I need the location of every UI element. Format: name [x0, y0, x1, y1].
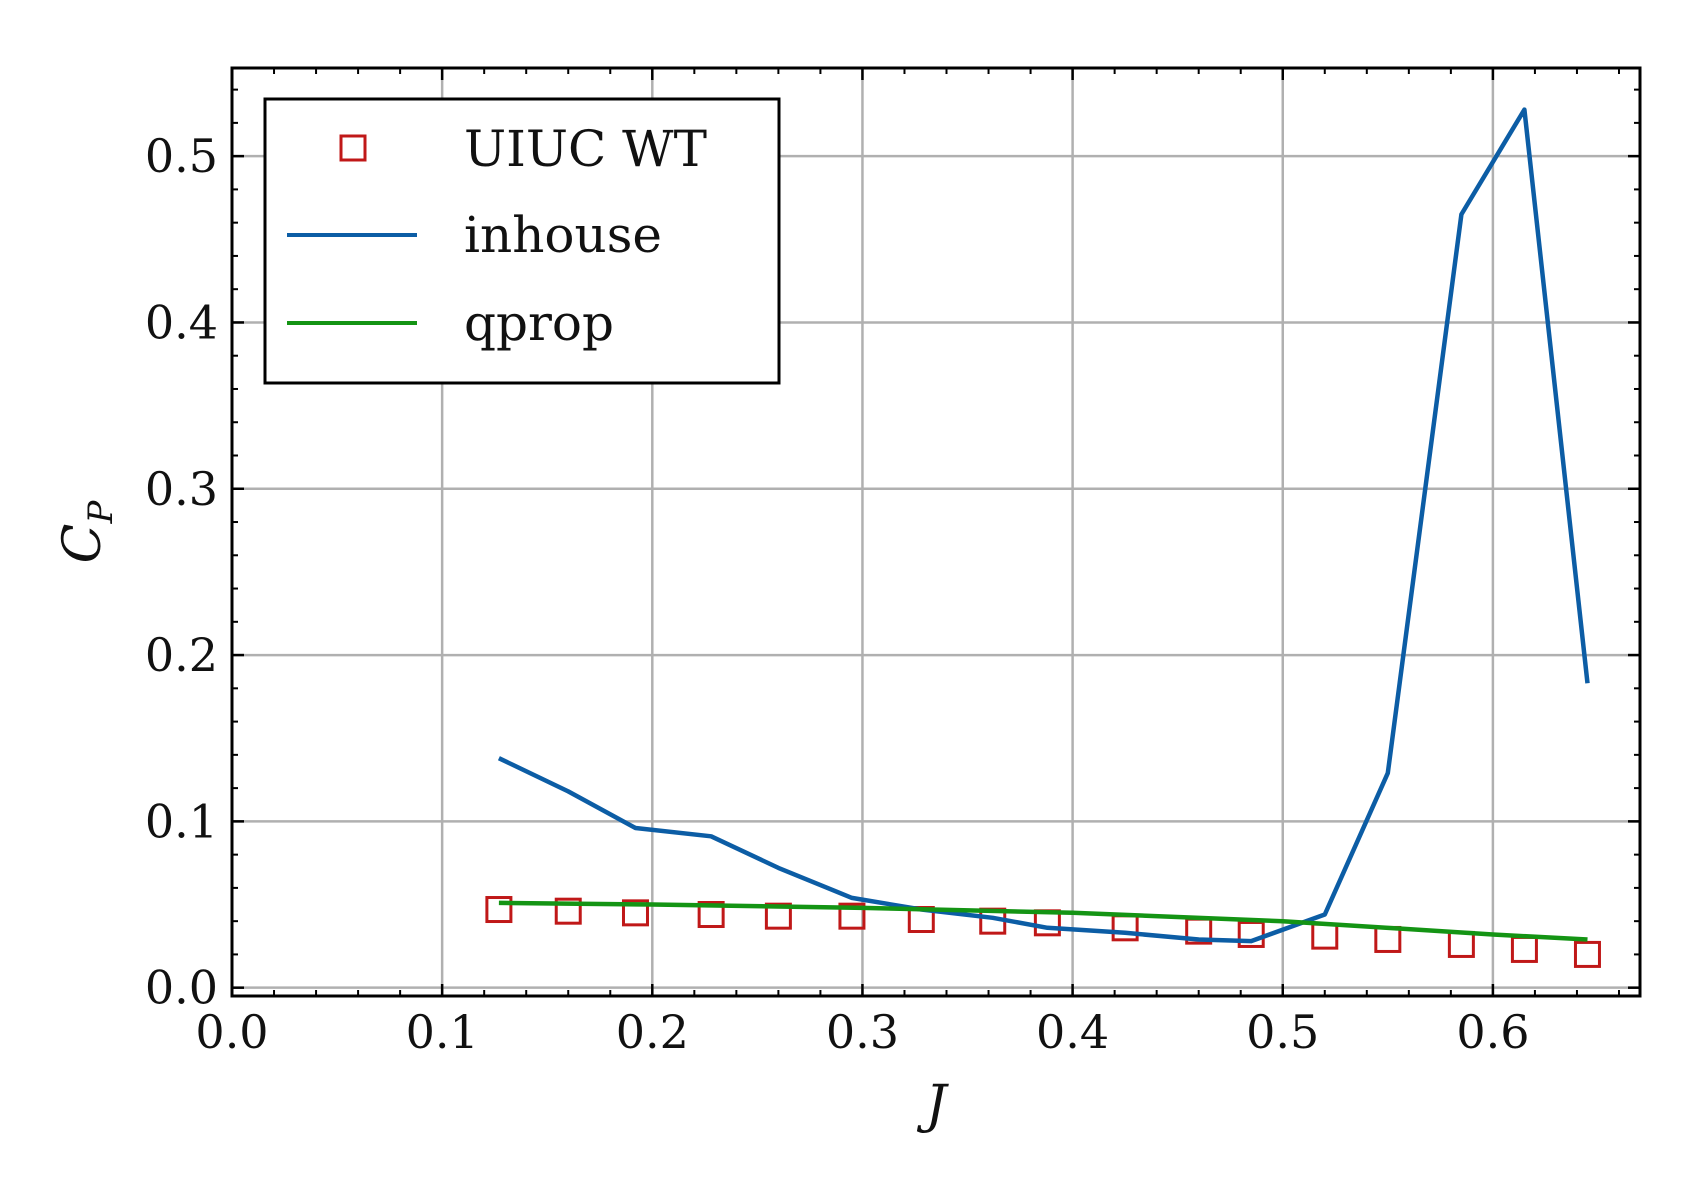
series-line-inhouse — [497, 107, 1590, 944]
marker-uiuc-wt — [1311, 922, 1339, 950]
y-tick-label: 0.3 — [145, 462, 218, 516]
x-tick-label: 0.5 — [1246, 1005, 1319, 1059]
y-axis-label-subscript: P — [81, 500, 121, 525]
marker-uiuc-wt — [1111, 914, 1139, 942]
y-tick-label: 0.2 — [145, 628, 218, 682]
marker-uiuc-wt — [764, 902, 792, 930]
marker-uiuc-wt — [697, 901, 725, 929]
marker-uiuc-wt — [1374, 925, 1402, 953]
legend-marker-uiuc-wt — [339, 134, 367, 162]
axis-ticks — [230, 68, 1640, 996]
x-tick-label: 0.4 — [1036, 1005, 1109, 1059]
tick-labels: 0.0 0.1 0.2 0.3 0.4 0.5 0.6 0.0 0.1 0.2 0.3 0.4 0.5 — [145, 129, 1530, 1059]
legend-label-qprop: qprop — [464, 294, 614, 352]
marker-uiuc-wt — [838, 902, 866, 930]
series-line-qprop — [498, 900, 1588, 942]
marker-uiuc-wt — [621, 899, 649, 927]
x-axis-label: J — [917, 1075, 950, 1135]
marker-uiuc-wt — [1510, 935, 1538, 963]
marker-uiuc-wt — [554, 897, 582, 925]
marker-uiuc-wt — [485, 896, 513, 924]
legend-label-uiuc-wt: UIUC WT — [464, 120, 707, 178]
x-tick-label: 0.6 — [1456, 1005, 1529, 1059]
legend-box — [263, 97, 781, 385]
y-axis-label-main: C — [53, 524, 113, 564]
x-tick-label: 0.3 — [826, 1005, 899, 1059]
y-tick-label: 0.4 — [145, 295, 218, 349]
marker-uiuc-wt — [1573, 940, 1601, 968]
marker-uiuc-wt — [1447, 930, 1475, 958]
y-tick-label: 0.1 — [145, 794, 218, 848]
y-axis-label: CP — [53, 500, 121, 564]
y-tick-label: 0.5 — [145, 129, 218, 183]
x-tick-label: 0.1 — [406, 1005, 479, 1059]
x-tick-label: 0.0 — [195, 1005, 268, 1059]
legend: UIUC WT inhouse qprop — [263, 97, 781, 385]
legend-label-inhouse: inhouse — [464, 206, 662, 264]
y-tick-label: 0.0 — [145, 961, 218, 1015]
plot-frame — [230, 66, 1642, 998]
plot-data — [485, 107, 1601, 968]
x-tick-label: 0.2 — [616, 1005, 689, 1059]
